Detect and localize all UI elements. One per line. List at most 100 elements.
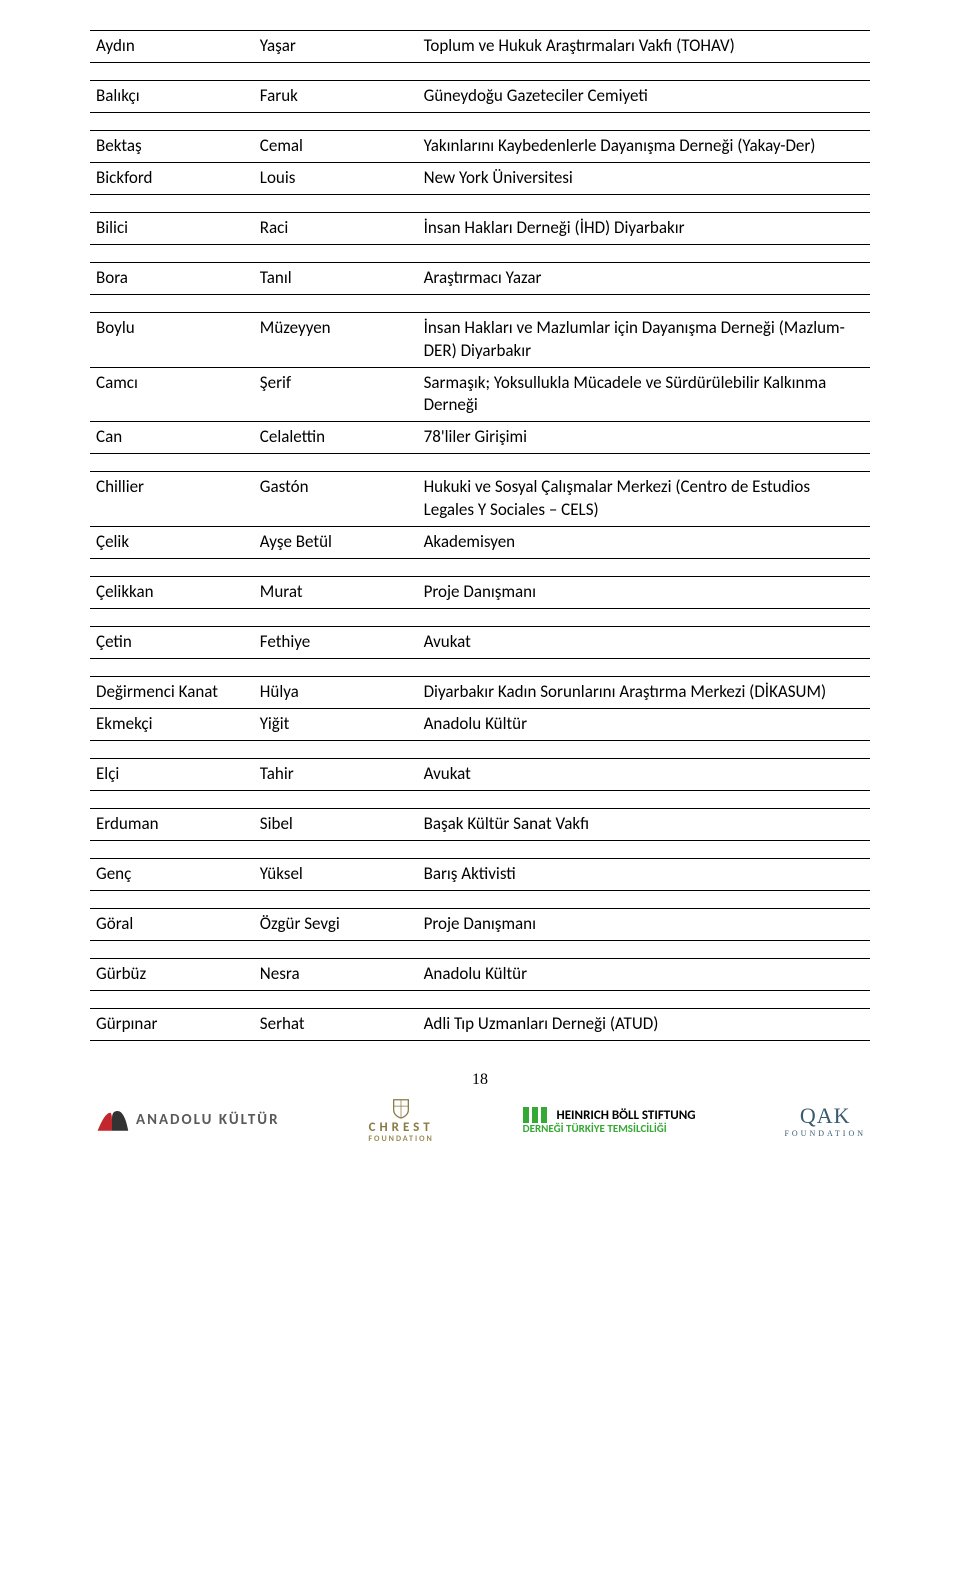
logo-heinrich-boll: HEINRICH BÖLL STIFTUNG DERNEĞİ TÜRKİYE T… bbox=[523, 1105, 696, 1136]
cell-c1: Değirmenci Kanat bbox=[90, 677, 254, 709]
cell-c2: Yiğit bbox=[254, 708, 418, 740]
cell-c3: Proje Danışmanı bbox=[418, 908, 870, 940]
cell-c2: Yaşar bbox=[254, 31, 418, 63]
cell-c1: Göral bbox=[90, 908, 254, 940]
cell-c3: Barış Aktivisti bbox=[418, 858, 870, 890]
table-row: ChillierGastónHukuki ve Sosyal Çalışmala… bbox=[90, 472, 870, 527]
participants-table: AydınYaşarToplum ve Hukuk Araştırmaları … bbox=[90, 30, 870, 1041]
table-row: ÇetinFethiyeAvukat bbox=[90, 627, 870, 659]
table-row: AydınYaşarToplum ve Hukuk Araştırmaları … bbox=[90, 31, 870, 63]
cell-c2: Sibel bbox=[254, 808, 418, 840]
logo-oak-foundation: QAK FOUNDATION bbox=[784, 1103, 866, 1138]
footer-logos: ANADOLU KÜLTÜR CHREST FOUNDATION HEINRIC… bbox=[90, 1097, 870, 1144]
cell-c3: Anadolu Kültür bbox=[418, 958, 870, 990]
anadolu-text: ANADOLU KÜLTÜR bbox=[136, 1111, 280, 1129]
cell-c2: Gastón bbox=[254, 472, 418, 527]
logo-chrest: CHREST FOUNDATION bbox=[368, 1097, 433, 1144]
spacer-row bbox=[90, 740, 870, 758]
cell-c3: İnsan Hakları Derneği (İHD) Diyarbakır bbox=[418, 212, 870, 244]
logo-anadolu-kultur: ANADOLU KÜLTÜR bbox=[94, 1102, 280, 1138]
cell-c2: Raci bbox=[254, 212, 418, 244]
cell-c1: Ekmekçi bbox=[90, 708, 254, 740]
table-row: BektaşCemalYakınlarını Kaybedenlerle Day… bbox=[90, 130, 870, 162]
chrest-crest-icon bbox=[390, 1097, 412, 1119]
cell-c1: Can bbox=[90, 422, 254, 454]
table-row: Değirmenci KanatHülyaDiyarbakır Kadın So… bbox=[90, 677, 870, 709]
page-number: 18 bbox=[90, 1071, 870, 1089]
spacer-row bbox=[90, 890, 870, 908]
spacer-row bbox=[90, 294, 870, 312]
cell-c1: Çelikkan bbox=[90, 577, 254, 609]
cell-c3: Proje Danışmanı bbox=[418, 577, 870, 609]
cell-c3: Adli Tıp Uzmanları Derneği (ATUD) bbox=[418, 1008, 870, 1040]
cell-c2: Yüksel bbox=[254, 858, 418, 890]
cell-c1: Chillier bbox=[90, 472, 254, 527]
cell-c1: Çetin bbox=[90, 627, 254, 659]
table-row: BoyluMüzeyyenİnsan Hakları ve Mazlumlar … bbox=[90, 312, 870, 367]
cell-c2: Nesra bbox=[254, 958, 418, 990]
spacer-row bbox=[90, 559, 870, 577]
boll-line2: DERNEĞİ TÜRKİYE TEMSİLCİLİĞİ bbox=[523, 1123, 696, 1135]
table-row: ErdumanSibelBaşak Kültür Sanat Vakfı bbox=[90, 808, 870, 840]
table-row: EkmekçiYiğitAnadolu Kültür bbox=[90, 708, 870, 740]
spacer-row bbox=[90, 454, 870, 472]
cell-c2: Hülya bbox=[254, 677, 418, 709]
cell-c3: Toplum ve Hukuk Araştırmaları Vakfı (TOH… bbox=[418, 31, 870, 63]
cell-c1: Erduman bbox=[90, 808, 254, 840]
cell-c3: İnsan Hakları ve Mazlumlar için Dayanışm… bbox=[418, 312, 870, 367]
table-row: GürbüzNesraAnadolu Kültür bbox=[90, 958, 870, 990]
table-row: ÇelikAyşe BetülAkademisyen bbox=[90, 527, 870, 559]
table-row: CamcıŞerifSarmaşık; Yoksullukla Mücadele… bbox=[90, 367, 870, 422]
cell-c3: 78'liler Girişimi bbox=[418, 422, 870, 454]
chrest-sub: FOUNDATION bbox=[368, 1135, 433, 1144]
cell-c2: Murat bbox=[254, 577, 418, 609]
table-row: ElçiTahirAvukat bbox=[90, 758, 870, 790]
cell-c2: Celalettin bbox=[254, 422, 418, 454]
cell-c3: Diyarbakır Kadın Sorunlarını Araştırma M… bbox=[418, 677, 870, 709]
table-row: GöralÖzgür SevgiProje Danışmanı bbox=[90, 908, 870, 940]
table-row: BalıkçıFarukGüneydoğu Gazeteciler Cemiye… bbox=[90, 80, 870, 112]
spacer-row bbox=[90, 940, 870, 958]
cell-c3: Anadolu Kültür bbox=[418, 708, 870, 740]
cell-c1: Boylu bbox=[90, 312, 254, 367]
spacer-row bbox=[90, 609, 870, 627]
cell-c2: Faruk bbox=[254, 80, 418, 112]
cell-c1: Genç bbox=[90, 858, 254, 890]
oak-sub: FOUNDATION bbox=[784, 1129, 866, 1138]
cell-c3: Güneydoğu Gazeteciler Cemiyeti bbox=[418, 80, 870, 112]
cell-c1: Bilici bbox=[90, 212, 254, 244]
cell-c3: Avukat bbox=[418, 758, 870, 790]
chrest-name: CHREST bbox=[368, 1121, 433, 1135]
cell-c1: Bickford bbox=[90, 162, 254, 194]
document-page: AydınYaşarToplum ve Hukuk Araştırmaları … bbox=[0, 0, 960, 1164]
table-row: GürpınarSerhatAdli Tıp Uzmanları Derneği… bbox=[90, 1008, 870, 1040]
spacer-row bbox=[90, 990, 870, 1008]
cell-c2: Louis bbox=[254, 162, 418, 194]
table-row: ÇelikkanMuratProje Danışmanı bbox=[90, 577, 870, 609]
cell-c1: Bektaş bbox=[90, 130, 254, 162]
cell-c2: Müzeyyen bbox=[254, 312, 418, 367]
spacer-row bbox=[90, 790, 870, 808]
cell-c1: Çelik bbox=[90, 527, 254, 559]
cell-c2: Cemal bbox=[254, 130, 418, 162]
cell-c3: New York Üniversitesi bbox=[418, 162, 870, 194]
cell-c2: Şerif bbox=[254, 367, 418, 422]
table-row: CanCelalettin78'liler Girişimi bbox=[90, 422, 870, 454]
cell-c1: Elçi bbox=[90, 758, 254, 790]
cell-c3: Yakınlarını Kaybedenlerle Dayanışma Dern… bbox=[418, 130, 870, 162]
cell-c1: Balıkçı bbox=[90, 80, 254, 112]
spacer-row bbox=[90, 112, 870, 130]
cell-c3: Avukat bbox=[418, 627, 870, 659]
cell-c2: Tahir bbox=[254, 758, 418, 790]
cell-c1: Gürpınar bbox=[90, 1008, 254, 1040]
cell-c1: Gürbüz bbox=[90, 958, 254, 990]
cell-c3: Başak Kültür Sanat Vakfı bbox=[418, 808, 870, 840]
cell-c2: Serhat bbox=[254, 1008, 418, 1040]
boll-bars-icon bbox=[523, 1107, 547, 1123]
cell-c3: Hukuki ve Sosyal Çalışmalar Merkezi (Cen… bbox=[418, 472, 870, 527]
table-row: BoraTanılAraştırmacı Yazar bbox=[90, 262, 870, 294]
boll-line1: HEINRICH BÖLL STIFTUNG bbox=[557, 1108, 696, 1123]
cell-c3: Araştırmacı Yazar bbox=[418, 262, 870, 294]
cell-c3: Sarmaşık; Yoksullukla Mücadele ve Sürdür… bbox=[418, 367, 870, 422]
table-row: BiliciRaciİnsan Hakları Derneği (İHD) Di… bbox=[90, 212, 870, 244]
